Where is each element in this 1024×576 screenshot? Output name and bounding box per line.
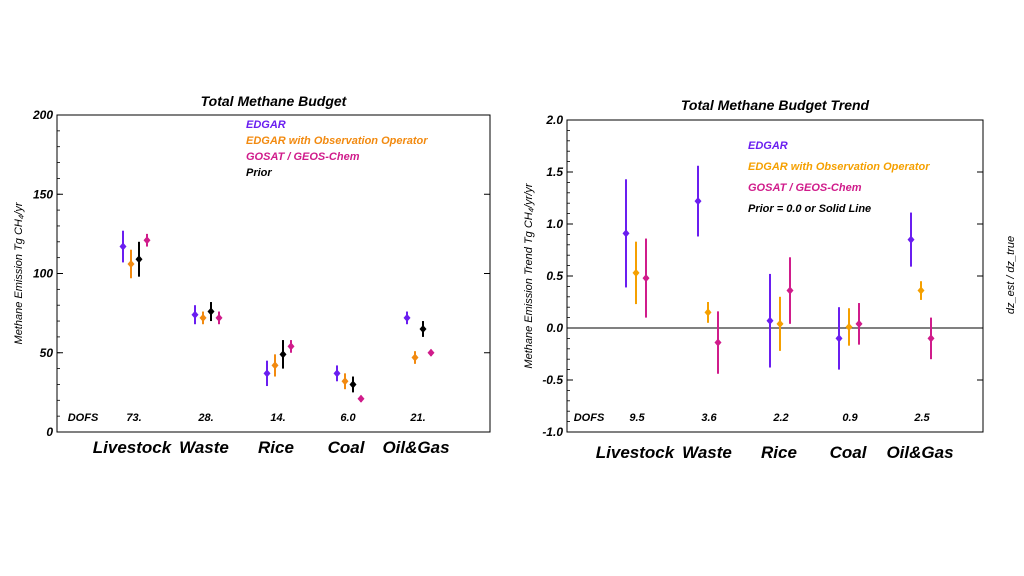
data-point	[907, 235, 915, 244]
data-point	[917, 286, 925, 295]
category-label: Oil&Gas	[382, 438, 449, 457]
chart-title: Total Methane Budget Trend	[681, 97, 870, 113]
dofs-value: 9.5	[629, 412, 645, 424]
category-label: Coal	[328, 438, 366, 457]
data-point	[263, 369, 271, 378]
data-point	[143, 236, 151, 245]
dofs-label: DOFS	[574, 412, 605, 424]
y-tick-label: 150	[33, 187, 53, 201]
dofs-value: 28.	[197, 412, 213, 424]
data-point	[199, 313, 207, 322]
data-point	[632, 268, 640, 277]
y-tick-label: 100	[33, 267, 53, 281]
chart-title: Total Methane Budget	[201, 93, 348, 109]
legend-entry: Prior	[246, 167, 272, 179]
data-point	[279, 350, 287, 359]
y-tick-label: 50	[40, 346, 54, 360]
category-label: Livestock	[93, 438, 173, 457]
data-point	[714, 338, 722, 347]
y-tick-label: -1.0	[542, 425, 563, 439]
category-label: Rice	[258, 438, 294, 457]
y-tick-label: -0.5	[542, 373, 563, 387]
category-label: Livestock	[596, 443, 676, 462]
dofs-value: 14.	[270, 412, 285, 424]
dofs-label: DOFS	[68, 412, 99, 424]
legend-entry: GOSAT / GEOS-Chem	[748, 182, 862, 194]
category-label: Rice	[761, 443, 797, 462]
data-point	[855, 319, 863, 328]
category-label: Oil&Gas	[886, 443, 953, 462]
y2-axis-label: dz_est / dz_true	[1005, 236, 1017, 314]
data-point	[119, 242, 127, 251]
legend-entry: GOSAT / GEOS-Chem	[246, 151, 360, 163]
y-tick-label: 0.5	[546, 269, 563, 283]
y-axis-label: Methane Emission Trend Tg CH₄/yr/yr	[523, 182, 535, 368]
data-point	[845, 322, 853, 331]
legend-entry: EDGAR	[246, 119, 286, 131]
data-point	[135, 255, 143, 264]
legend-entry: EDGAR	[748, 140, 788, 152]
legend-entry: EDGAR with Observation Operator	[246, 135, 428, 147]
data-point	[287, 342, 295, 351]
data-point	[927, 334, 935, 343]
data-point	[403, 313, 411, 322]
y-tick-label: 200	[32, 108, 53, 122]
dofs-value: 2.5	[913, 412, 930, 424]
data-point	[411, 353, 419, 362]
data-point	[271, 361, 279, 370]
data-point	[835, 334, 843, 343]
legend-entry: EDGAR with Observation Operator	[748, 161, 930, 173]
data-point	[786, 286, 794, 295]
dofs-value: 21.	[409, 412, 425, 424]
data-point	[622, 229, 630, 238]
data-point	[704, 308, 712, 317]
data-point	[419, 324, 427, 333]
y-tick-label: 2.0	[545, 113, 563, 127]
data-point	[766, 316, 774, 325]
y-tick-label: 0	[46, 425, 53, 439]
chart-panel-1: Total Methane Budget 0 50 100 150 200 Methane …	[13, 93, 491, 457]
data-point	[357, 394, 365, 403]
data-point	[349, 380, 357, 389]
data-point	[191, 310, 199, 319]
y-tick-label: 0.0	[546, 321, 563, 335]
data-point	[642, 274, 650, 283]
data-point	[694, 197, 702, 206]
category-label: Waste	[179, 438, 229, 457]
data-point	[333, 369, 341, 378]
category-label: Coal	[830, 443, 868, 462]
y-tick-label: 1.0	[546, 217, 563, 231]
dofs-value: 2.2	[772, 412, 788, 424]
y-tick-label: 1.5	[546, 165, 563, 179]
chart-panel-2: Total Methane Budget Trend -1.0 -0.5 0.0 0.5…	[523, 97, 1017, 462]
dofs-value: 73.	[126, 412, 141, 424]
data-point	[207, 307, 215, 316]
y-axis-label: Methane Emission Tg CH₄/yr	[13, 201, 25, 344]
category-label: Waste	[682, 443, 732, 462]
legend-entry: Prior = 0.0 or Solid Line	[748, 203, 871, 215]
dofs-value: 6.0	[340, 412, 356, 424]
dofs-value: 3.6	[701, 412, 717, 424]
data-point	[341, 377, 349, 386]
data-point	[215, 313, 223, 322]
data-point	[427, 348, 435, 357]
dofs-value: 0.9	[842, 412, 858, 424]
data-point	[127, 259, 135, 268]
data-point	[776, 319, 784, 328]
